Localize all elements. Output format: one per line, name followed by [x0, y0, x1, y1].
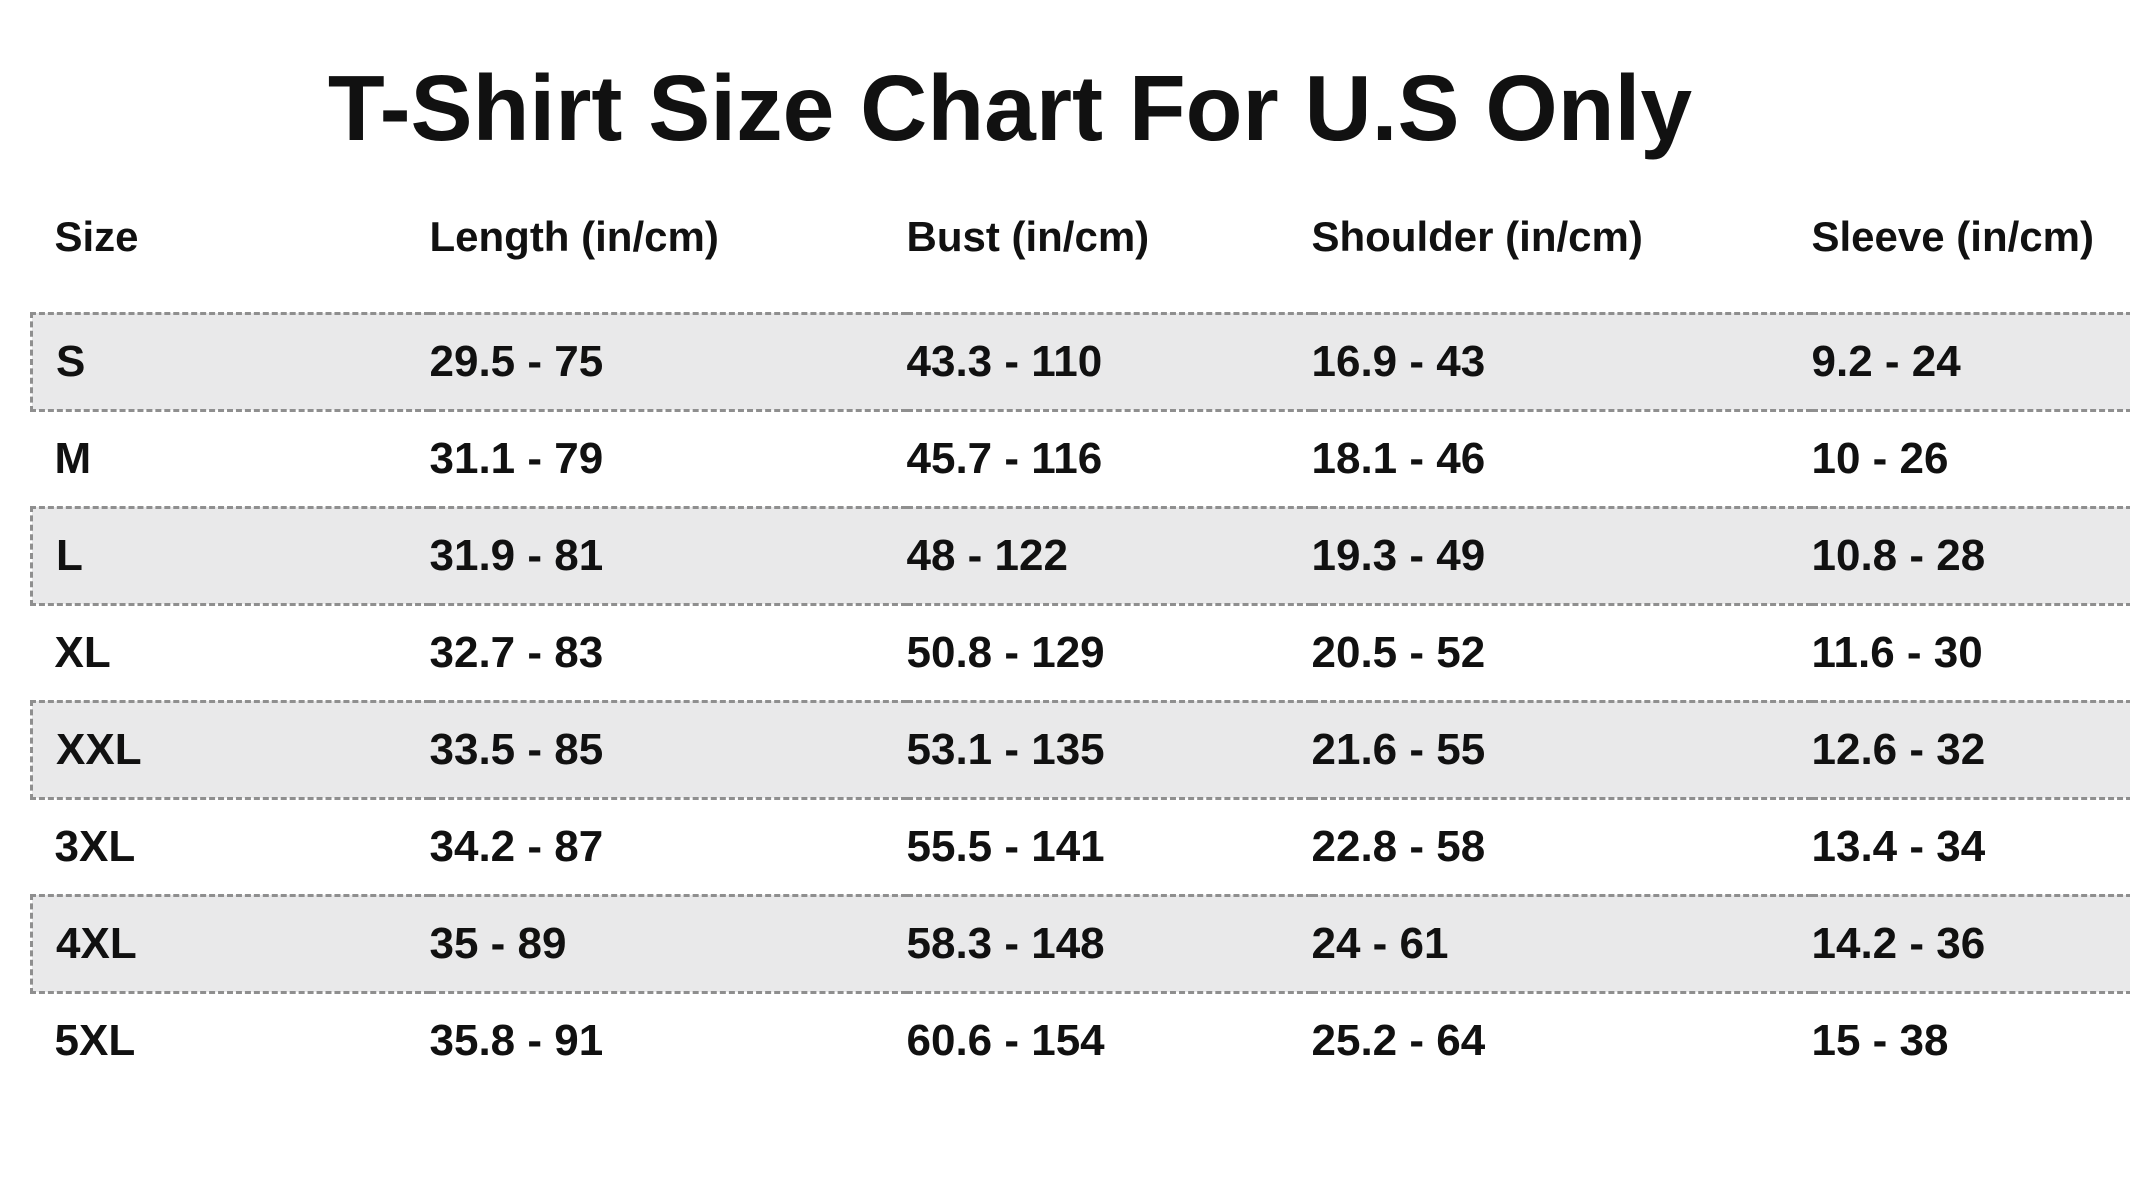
size-row-xl: XL 32.7 - 83 50.8 - 129 20.5 - 52 11.6 -… — [32, 604, 2130, 701]
column-header-length: Length (in/cm) — [430, 162, 907, 314]
size-cell: XL — [32, 604, 430, 701]
length-cell: 31.9 - 81 — [430, 507, 907, 604]
column-header-size: Size — [32, 162, 430, 314]
bust-cell: 45.7 - 116 — [907, 410, 1312, 507]
length-cell: 35 - 89 — [430, 895, 907, 992]
shoulder-cell: 20.5 - 52 — [1312, 604, 1812, 701]
length-cell: 29.5 - 75 — [430, 313, 907, 410]
size-row-s: S 29.5 - 75 43.3 - 110 16.9 - 43 9.2 - 2… — [32, 313, 2130, 410]
length-cell: 33.5 - 85 — [430, 701, 907, 798]
size-cell: 4XL — [32, 895, 430, 992]
bust-cell: 48 - 122 — [907, 507, 1312, 604]
page-title: T-Shirt Size Chart For U.S Only — [0, 55, 2020, 162]
size-chart-page: T-Shirt Size Chart For U.S Only Size Len… — [0, 55, 2130, 1088]
size-row-4xl: 4XL 35 - 89 58.3 - 148 24 - 61 14.2 - 36 — [32, 895, 2130, 992]
sleeve-cell: 15 - 38 — [1812, 992, 2130, 1088]
size-cell: 3XL — [32, 798, 430, 895]
size-cell: 5XL — [32, 992, 430, 1088]
size-cell: S — [32, 313, 430, 410]
sleeve-cell: 12.6 - 32 — [1812, 701, 2130, 798]
size-table: Size Length (in/cm) Bust (in/cm) Shoulde… — [30, 162, 2130, 1088]
bust-cell: 55.5 - 141 — [907, 798, 1312, 895]
shoulder-cell: 25.2 - 64 — [1312, 992, 1812, 1088]
sleeve-cell: 10 - 26 — [1812, 410, 2130, 507]
bust-cell: 50.8 - 129 — [907, 604, 1312, 701]
shoulder-cell: 19.3 - 49 — [1312, 507, 1812, 604]
length-cell: 31.1 - 79 — [430, 410, 907, 507]
length-cell: 34.2 - 87 — [430, 798, 907, 895]
size-row-5xl: 5XL 35.8 - 91 60.6 - 154 25.2 - 64 15 - … — [32, 992, 2130, 1088]
sleeve-cell: 9.2 - 24 — [1812, 313, 2130, 410]
shoulder-cell: 16.9 - 43 — [1312, 313, 1812, 410]
size-row-xxl: XXL 33.5 - 85 53.1 - 135 21.6 - 55 12.6 … — [32, 701, 2130, 798]
size-cell: M — [32, 410, 430, 507]
column-header-shoulder: Shoulder (in/cm) — [1312, 162, 1812, 314]
bust-cell: 43.3 - 110 — [907, 313, 1312, 410]
size-row-m: M 31.1 - 79 45.7 - 116 18.1 - 46 10 - 26 — [32, 410, 2130, 507]
sleeve-cell: 13.4 - 34 — [1812, 798, 2130, 895]
bust-cell: 60.6 - 154 — [907, 992, 1312, 1088]
shoulder-cell: 24 - 61 — [1312, 895, 1812, 992]
bust-cell: 53.1 - 135 — [907, 701, 1312, 798]
shoulder-cell: 21.6 - 55 — [1312, 701, 1812, 798]
sleeve-cell: 14.2 - 36 — [1812, 895, 2130, 992]
column-header-bust: Bust (in/cm) — [907, 162, 1312, 314]
size-row-l: L 31.9 - 81 48 - 122 19.3 - 49 10.8 - 28 — [32, 507, 2130, 604]
shoulder-cell: 18.1 - 46 — [1312, 410, 1812, 507]
size-cell: L — [32, 507, 430, 604]
shoulder-cell: 22.8 - 58 — [1312, 798, 1812, 895]
bust-cell: 58.3 - 148 — [907, 895, 1312, 992]
column-header-sleeve: Sleeve (in/cm) — [1812, 162, 2130, 314]
length-cell: 32.7 - 83 — [430, 604, 907, 701]
length-cell: 35.8 - 91 — [430, 992, 907, 1088]
size-row-3xl: 3XL 34.2 - 87 55.5 - 141 22.8 - 58 13.4 … — [32, 798, 2130, 895]
sleeve-cell: 11.6 - 30 — [1812, 604, 2130, 701]
sleeve-cell: 10.8 - 28 — [1812, 507, 2130, 604]
size-cell: XXL — [32, 701, 430, 798]
header-row: Size Length (in/cm) Bust (in/cm) Shoulde… — [32, 162, 2130, 314]
